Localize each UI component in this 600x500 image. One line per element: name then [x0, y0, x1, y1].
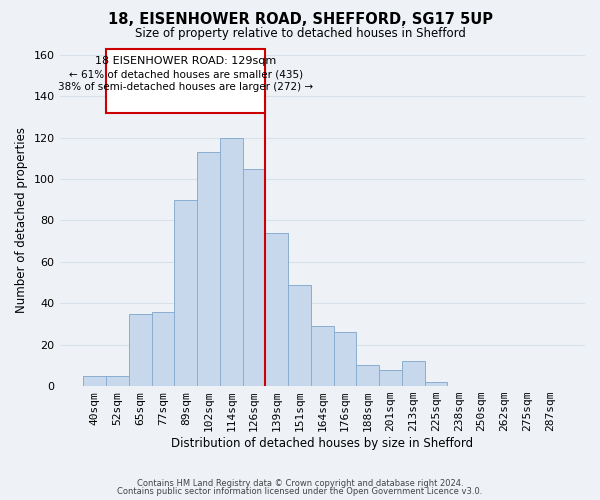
Bar — [334, 332, 356, 386]
Bar — [197, 152, 220, 386]
Bar — [425, 382, 448, 386]
Text: Size of property relative to detached houses in Shefford: Size of property relative to detached ho… — [134, 28, 466, 40]
Bar — [83, 376, 106, 386]
Text: 38% of semi-detached houses are larger (272) →: 38% of semi-detached houses are larger (… — [58, 82, 313, 92]
Bar — [379, 370, 402, 386]
Bar — [129, 314, 152, 386]
Bar — [106, 376, 129, 386]
Bar — [152, 312, 175, 386]
X-axis label: Distribution of detached houses by size in Shefford: Distribution of detached houses by size … — [171, 437, 473, 450]
Text: Contains public sector information licensed under the Open Government Licence v3: Contains public sector information licen… — [118, 487, 482, 496]
Text: 18, EISENHOWER ROAD, SHEFFORD, SG17 5UP: 18, EISENHOWER ROAD, SHEFFORD, SG17 5UP — [107, 12, 493, 28]
Bar — [356, 366, 379, 386]
Text: Contains HM Land Registry data © Crown copyright and database right 2024.: Contains HM Land Registry data © Crown c… — [137, 478, 463, 488]
Text: ← 61% of detached houses are smaller (435): ← 61% of detached houses are smaller (43… — [69, 69, 303, 79]
Bar — [220, 138, 242, 386]
FancyBboxPatch shape — [106, 48, 265, 112]
Bar — [265, 233, 288, 386]
Bar — [242, 168, 265, 386]
Y-axis label: Number of detached properties: Number of detached properties — [15, 128, 28, 314]
Bar — [175, 200, 197, 386]
Text: 18 EISENHOWER ROAD: 129sqm: 18 EISENHOWER ROAD: 129sqm — [95, 56, 277, 66]
Bar — [311, 326, 334, 386]
Bar — [402, 361, 425, 386]
Bar — [288, 284, 311, 386]
